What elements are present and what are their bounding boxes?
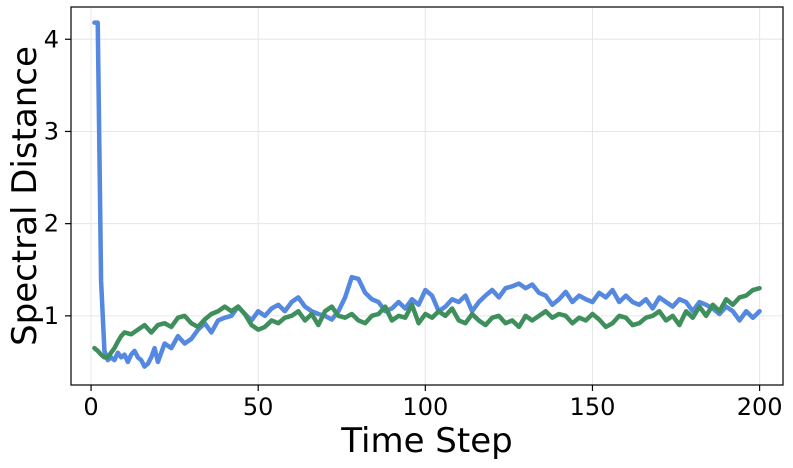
y-tick-label: 3: [44, 117, 59, 145]
series-line-2: [92, 285, 762, 360]
y-tick-label: 4: [44, 25, 59, 53]
series-layer: [92, 20, 762, 369]
series-line-1: [92, 20, 762, 369]
x-tick-label: 200: [737, 393, 783, 421]
x-tick-label: 50: [243, 393, 274, 421]
plot-frame: [70, 6, 784, 386]
x-tick-label: 0: [83, 393, 98, 421]
y-tick-label: 1: [44, 302, 59, 330]
x-axis-label: Time Step: [340, 421, 512, 461]
x-tick-label: 100: [402, 393, 448, 421]
ticks: 0 50 100 150 200 1 2 3 4: [44, 25, 783, 421]
grid: [71, 7, 783, 385]
x-tick-label: 150: [570, 393, 616, 421]
y-axis-label: Spectral Distance: [5, 46, 45, 346]
y-tick-label: 2: [44, 210, 59, 238]
